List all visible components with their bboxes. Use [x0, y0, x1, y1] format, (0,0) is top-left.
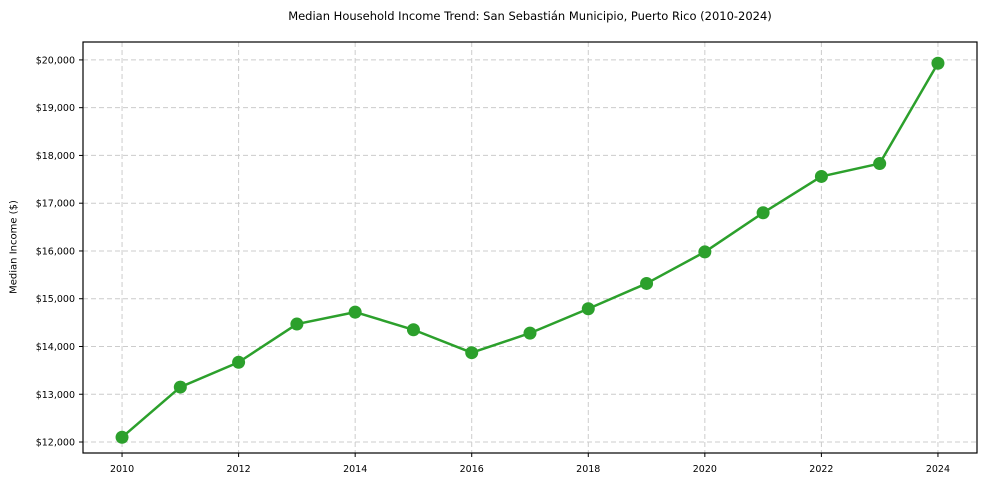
plot-border — [82, 41, 978, 454]
y-tick-label: $13,000 — [36, 390, 75, 401]
y-tick-label: $17,000 — [36, 199, 75, 210]
y-tick-label: $14,000 — [36, 342, 75, 353]
data-point-2017 — [523, 326, 537, 340]
y-tick-label: $15,000 — [36, 294, 75, 305]
x-tick-label: 2016 — [460, 464, 484, 475]
data-point-2018 — [581, 302, 595, 316]
data-point-2010 — [115, 430, 129, 444]
data-point-2020 — [698, 245, 712, 259]
data-point-2015 — [406, 323, 420, 337]
x-tick-label: 2024 — [926, 464, 950, 475]
x-tick-label: 2018 — [576, 464, 600, 475]
data-point-2014 — [348, 305, 362, 319]
x-tick-label: 2020 — [693, 464, 717, 475]
y-tick-label: $16,000 — [36, 246, 75, 257]
data-point-2024 — [931, 56, 945, 70]
x-tick-label: 2014 — [343, 464, 367, 475]
data-point-2013 — [290, 317, 304, 331]
chart-title: Median Household Income Trend: San Sebas… — [288, 9, 772, 23]
y-tick-label: $12,000 — [36, 438, 75, 449]
data-point-2023 — [873, 157, 887, 171]
data-point-2021 — [756, 206, 770, 220]
y-tick-label: $18,000 — [36, 151, 75, 162]
x-tick-label: 2012 — [227, 464, 251, 475]
y-tick-label: $19,000 — [36, 103, 75, 114]
data-point-2022 — [814, 169, 828, 183]
x-tick-label: 2010 — [110, 464, 134, 475]
income-line-series — [120, 62, 940, 439]
data-point-2019 — [640, 276, 654, 290]
data-point-2012 — [232, 355, 246, 369]
y-tick-label: $20,000 — [36, 55, 75, 66]
data-point-2016 — [465, 346, 479, 360]
data-point-2011 — [173, 380, 187, 394]
x-tick-label: 2022 — [809, 464, 833, 475]
